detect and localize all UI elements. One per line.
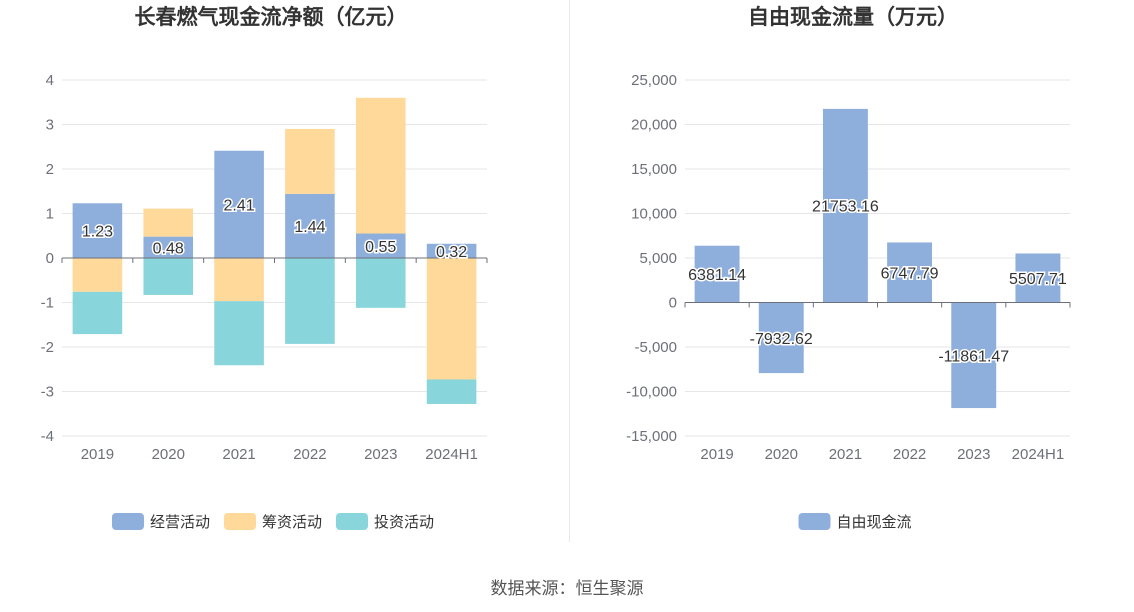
right-chart: 自由现金流量（万元） 25,000 20,000 15,000 10,000 5,000 0… (626, 5, 1071, 531)
left-bar-financing-2024H1 (426, 258, 477, 380)
left-bar-operating-2022 (285, 193, 335, 258)
right-bar-free_cf-2024H1 (1015, 253, 1061, 303)
data-source-note: 数据来源：恒生聚源 (490, 579, 644, 598)
left-ytick-label: -1 (41, 295, 54, 312)
left-legend-swatch-financing (224, 513, 256, 530)
left-data-label: 0.48 (153, 240, 184, 257)
left-title: 长春燃气现金流净额（亿元） (135, 5, 408, 29)
right-xtick-label: 2021 (829, 446, 862, 463)
left-bar-financing-2023 (355, 97, 406, 234)
right-data-label: 5507.71 (1009, 271, 1067, 288)
left-data-label: 0.55 (365, 239, 396, 256)
left-bar-investing-2021 (214, 301, 264, 366)
left-xtick-label: 2021 (222, 446, 255, 463)
right-data-label: 21753.16 (812, 199, 879, 216)
right-ytick-label: 0 (669, 295, 677, 312)
right-ytick-label: 10,000 (631, 206, 677, 223)
left-legend-swatch-investing (336, 513, 368, 530)
right-bar-free_cf-2020 (758, 302, 804, 374)
right-ytick-label: 20,000 (631, 117, 677, 134)
right-ytick-label: 15,000 (631, 161, 677, 178)
left-legend-label-investing: 投资活动 (374, 514, 434, 531)
left-bar-operating-2023 (355, 233, 406, 258)
left-xtick-label: 2024H1 (425, 446, 478, 463)
left-xtick-label: 2022 (293, 446, 326, 463)
left-bar-operating-2024H1 (426, 243, 477, 258)
left-bar-investing-2020 (143, 258, 194, 295)
right-xtick-label: 2020 (765, 446, 798, 463)
left-xtick-label: 2019 (81, 446, 114, 463)
right-legend-label-free_cf: 自由现金流 (837, 514, 912, 531)
left-ytick-label: -3 (41, 384, 54, 401)
left-ytick-label: -2 (41, 339, 54, 356)
left-bar-operating-2020 (143, 236, 194, 258)
left-xtick-label: 2023 (364, 446, 397, 463)
right-bar-free_cf-2022 (887, 242, 933, 303)
left-bar-financing-2021 (214, 258, 264, 302)
right-ytick-label: 5,000 (639, 250, 677, 267)
right-ytick-label: 25,000 (631, 72, 677, 89)
left-ytick-label: 0 (46, 250, 54, 267)
right-xtick-label: 2019 (700, 446, 733, 463)
right-bar-free_cf-2023 (951, 302, 997, 409)
left-bar-investing-2023 (355, 258, 406, 308)
left-bar-investing-2024H1 (426, 379, 477, 404)
left-bar-investing-2019 (72, 291, 123, 335)
left-bar-investing-2022 (285, 258, 335, 344)
left-data-label: 2.41 (224, 197, 255, 214)
right-data-label: -7932.62 (750, 331, 813, 348)
right-ytick-label: -15,000 (626, 428, 677, 445)
left-bar-operating-2021 (214, 150, 264, 258)
left-chart: 长春燃气现金流净额（亿元） 4 3 2 1 0 -1 -2 -3 -4 2019 2020 2021 20… (41, 5, 488, 531)
left-ytick-label: 2 (46, 161, 54, 178)
left-legend-swatch-operating (112, 513, 144, 530)
right-xtick-label: 2022 (893, 446, 926, 463)
right-title: 自由现金流量（万元） (748, 5, 958, 29)
right-ytick-label: -5,000 (634, 339, 677, 356)
left-data-label: 1.44 (294, 219, 325, 236)
right-xtick-label: 2023 (957, 446, 990, 463)
left-data-label: 1.23 (82, 224, 113, 241)
left-bar-financing-2020 (143, 208, 194, 237)
left-legend-label-financing: 筹资活动 (262, 514, 322, 531)
left-legend-label-operating: 经营活动 (150, 514, 210, 531)
right-data-label: -11861.47 (938, 348, 1009, 365)
right-data-label: 6381.14 (688, 267, 746, 284)
left-ytick-label: -4 (41, 428, 54, 445)
right-data-label: 6747.79 (881, 265, 939, 282)
left-data-label: 0.32 (436, 244, 467, 261)
right-legend-swatch-free_cf (798, 513, 831, 530)
right-xtick-label: 2024H1 (1012, 446, 1065, 463)
left-ytick-label: 3 (46, 117, 54, 134)
right-bar-free_cf-2019 (694, 245, 740, 303)
right-ytick-label: -10,000 (626, 384, 677, 401)
left-bar-operating-2019 (72, 203, 123, 258)
right-bar-free_cf-2021 (822, 108, 868, 303)
divider (569, 0, 570, 542)
left-bar-financing-2019 (72, 258, 123, 292)
left-bar-financing-2022 (285, 128, 335, 194)
left-ytick-label: 1 (46, 206, 54, 223)
left-xtick-label: 2020 (152, 446, 185, 463)
left-ytick-label: 4 (46, 72, 54, 89)
